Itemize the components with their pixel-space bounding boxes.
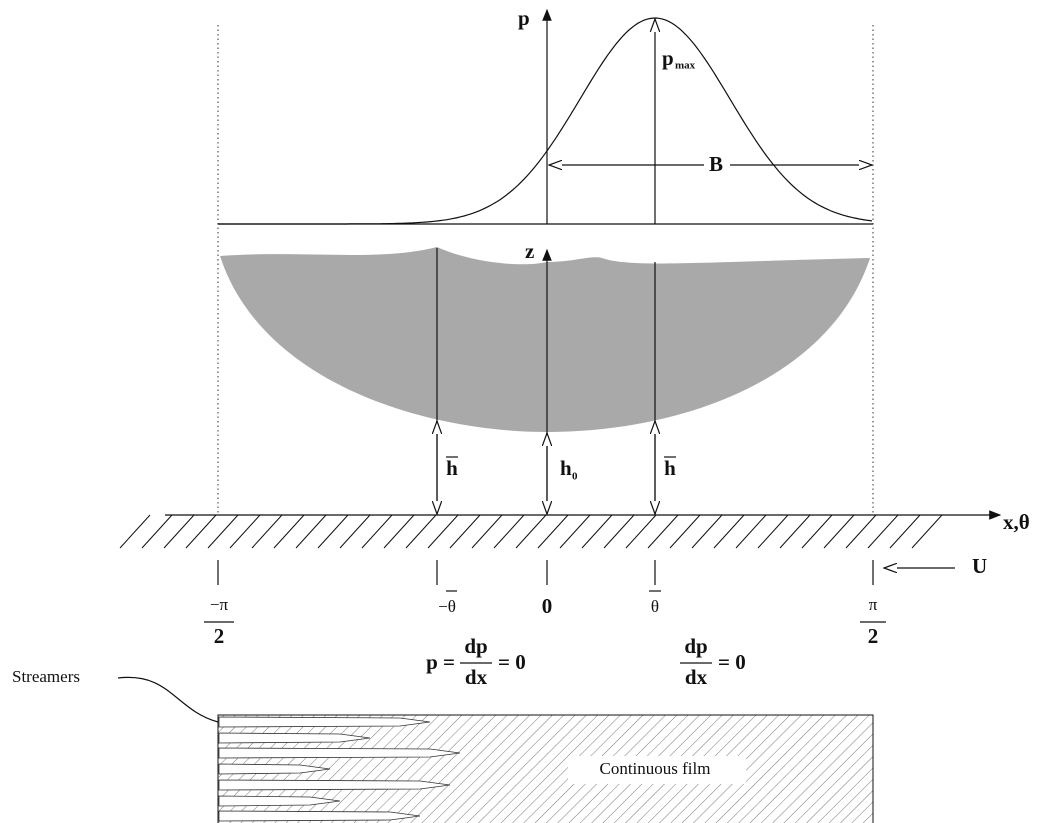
layout <box>117 8 1002 823</box>
h0-subscript: 0 <box>572 471 578 483</box>
z-axis-label: z <box>525 239 534 263</box>
theta-label: θ <box>651 597 659 616</box>
h0-label: h <box>560 456 572 480</box>
hbar-left: h <box>446 456 458 480</box>
right-edge-num: π <box>869 595 878 614</box>
streamers-pointer <box>117 676 219 723</box>
x-axis-label: x,θ <box>1003 510 1030 534</box>
condition-tail: = 0 <box>718 650 746 674</box>
condition-den: dx <box>465 665 488 689</box>
condition-den: dx <box>685 665 708 689</box>
left-edge-den: 2 <box>214 624 225 648</box>
streamers <box>218 716 461 822</box>
pmax-subscript: max <box>675 60 696 72</box>
gap-arrows <box>437 421 655 514</box>
b-label: B <box>709 152 723 176</box>
velocity-label: U <box>972 554 987 578</box>
film-label: Continuous film <box>600 759 711 778</box>
right-edge-den: 2 <box>868 624 879 648</box>
left-edge-num: −π <box>210 595 229 614</box>
condition-lead: p = <box>426 650 455 674</box>
label-background <box>568 756 746 784</box>
condition-tail: = 0 <box>498 650 526 674</box>
p-axis-label: p <box>518 6 530 30</box>
ground-hatch <box>119 514 943 549</box>
position-ticks <box>217 560 874 585</box>
condition-num: dp <box>464 634 487 658</box>
pmax-label: p <box>662 46 674 70</box>
overlines <box>204 456 886 664</box>
condition-num: dp <box>684 634 707 658</box>
hbar-right: h <box>664 456 676 480</box>
minus-theta-label: −θ <box>438 597 456 616</box>
zero-label: 0 <box>542 594 553 618</box>
pressure-curve <box>218 17 873 225</box>
streamers-label: Streamers <box>12 667 80 686</box>
journal-shape <box>220 247 870 432</box>
